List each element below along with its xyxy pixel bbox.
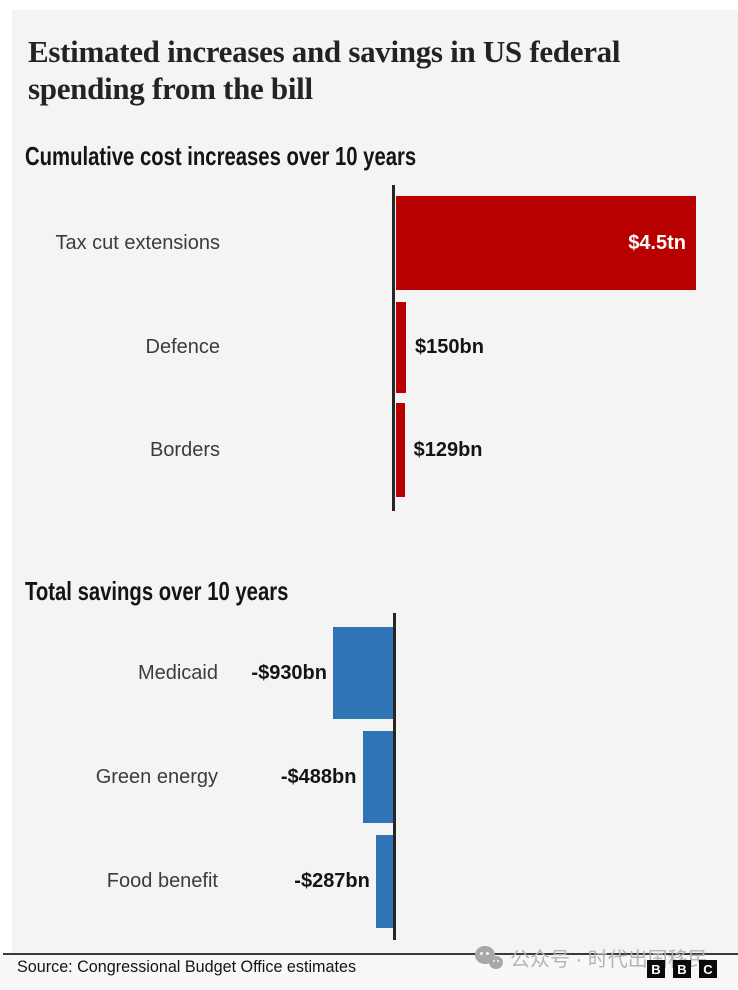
- chart-background-panel: [12, 10, 738, 990]
- chart-title: Estimated increases and savings in US fe…: [28, 34, 621, 106]
- source-note: Source: Congressional Budget Office esti…: [17, 957, 357, 976]
- bar-green-energy: [362, 731, 395, 823]
- footer-strip: [0, 955, 738, 990]
- bar-tax-cut-extensions: $4.5tn: [396, 196, 696, 290]
- category-label-medicaid: Medicaid: [137, 661, 218, 684]
- value-label-green-energy: -$488bn: [280, 765, 357, 788]
- category-label-defence: Defence: [145, 336, 221, 358]
- value-label-defence: $150bn: [415, 336, 484, 358]
- bbc-logo: B B C: [647, 960, 717, 978]
- value-label-food-benefit: -$287bn: [294, 870, 370, 892]
- baseline-axis-increases: [392, 185, 395, 511]
- bbc-logo-letter: C: [699, 960, 717, 978]
- category-label-tax-cut-extensions: Tax cut extensions: [55, 231, 220, 254]
- section-heading-increases: Cumulative cost increases over 10 years: [25, 141, 417, 171]
- bar-borders: [396, 403, 405, 497]
- value-label-borders: $129bn: [413, 438, 483, 461]
- section-heading-savings: Total savings over 10 years: [25, 576, 289, 606]
- bbc-logo-letter: B: [673, 960, 691, 978]
- value-label-medicaid: -$930bn: [251, 661, 327, 684]
- value-label-tax-cut-extensions: $4.5tn: [628, 231, 686, 254]
- bbc-logo-letter: B: [647, 960, 665, 978]
- bar-medicaid: [333, 627, 395, 719]
- footer-divider: [3, 953, 738, 955]
- baseline-axis-savings: [393, 613, 396, 940]
- category-label-borders: Borders: [149, 438, 220, 461]
- category-label-food-benefit: Food benefit: [106, 870, 218, 892]
- bar-defence: [396, 302, 406, 393]
- category-label-green-energy: Green energy: [95, 765, 218, 788]
- bar-food-benefit: [375, 835, 395, 928]
- wechat-icon: [475, 944, 505, 970]
